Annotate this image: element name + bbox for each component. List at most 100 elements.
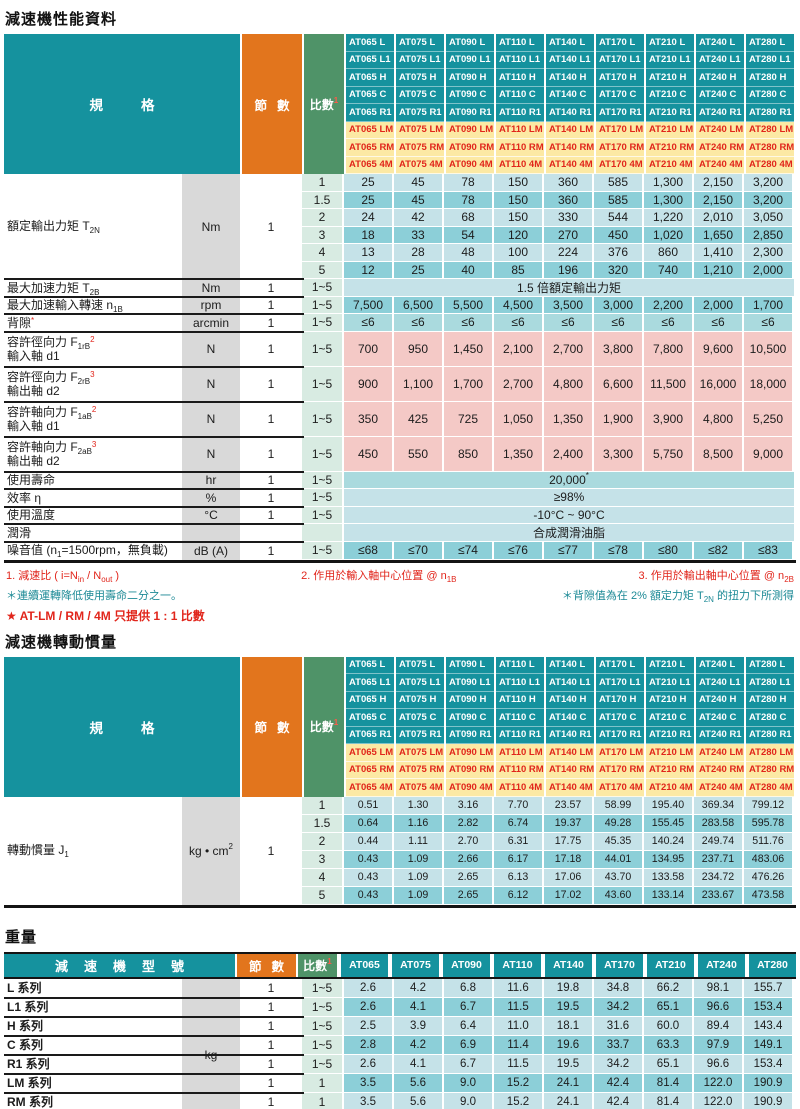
model-name: AT170 L1: [596, 51, 644, 69]
ratio-cell: 5: [302, 886, 344, 905]
model-name-m: AT090 4M: [446, 779, 494, 797]
value-cell: 740: [644, 261, 694, 279]
value-cell: 2,100: [494, 331, 544, 367]
star-note-2: ＊背隙值為在 2% 額定力矩 T2N 的扭力下所測得: [562, 587, 794, 604]
model-name: AT075 R1: [396, 104, 444, 122]
model-name: AT140 L1: [546, 51, 594, 69]
weight-table: 減速機型號 節數 比數 1 AT065 AT075 AT090 AT110 AT140 AT170…: [4, 951, 796, 1109]
ratio-header: 比數 1: [297, 953, 337, 977]
value-cell: 283.58: [694, 814, 744, 833]
model-name: AT090 L: [446, 34, 494, 52]
value-cell: 153.4: [744, 1054, 794, 1074]
model-name: AT280: [749, 953, 796, 977]
model-name: AT110 L1: [496, 674, 544, 692]
text-sub: 1aB: [77, 411, 92, 421]
value-cell: 34.2: [594, 1054, 644, 1074]
stage-count-cell: 1: [267, 1057, 275, 1071]
merged-value-cell: 20,000 *: [344, 471, 794, 489]
model-name-m: AT280 RM: [746, 761, 794, 779]
row-divider-line: [4, 435, 304, 438]
model-name-m: AT210 4M: [646, 156, 694, 174]
row-divider-line: [4, 313, 304, 315]
table-row: 噪音值 (n1=1500rpm，無負載) dB (A) 1 1~5 ≤68 ≤70 ≤74 ≤…: [4, 541, 796, 560]
value-cell: 0.43: [344, 850, 394, 869]
model-column-header: AT170 L AT170 L1 AT170 H AT170 C AT170 R1 AT1…: [596, 656, 644, 797]
text: / N: [84, 569, 102, 582]
value-cell: 350: [344, 401, 394, 437]
model-name: AT090: [443, 953, 490, 977]
value-cell: 2.70: [444, 832, 494, 851]
model-name: AT110 L: [496, 34, 544, 52]
value-cell: 233.67: [694, 886, 744, 905]
ratio-cell: 1~5: [302, 401, 344, 437]
model-name-m: AT210 RM: [646, 139, 694, 157]
row-divider-line: [4, 1015, 304, 1018]
model-name: AT090 H: [446, 69, 494, 87]
text: °C: [204, 508, 218, 523]
value-cell: 13: [344, 244, 394, 262]
text: ): [112, 569, 120, 582]
inertia-table: 規格 節數 比數 1 AT065 L AT065 L1 AT065 H AT065 C AT06…: [4, 656, 796, 908]
value-cell: 0.43: [344, 886, 394, 905]
table-row: 潤滑 合成潤滑油脂: [4, 524, 796, 543]
value-cell: 3,300: [594, 436, 644, 472]
row-divider-line: [4, 470, 304, 473]
text: dB (A): [193, 543, 228, 558]
value-cell: 68: [444, 209, 494, 227]
text-sup: 2: [228, 842, 233, 851]
value-cell: 12: [344, 261, 394, 279]
value-cell: ≤6: [594, 314, 644, 332]
model-name-m: AT075 LM: [396, 121, 444, 139]
ratio-row: 4 0.43 1.09 2.65 6.13 17.06 43.70 133.58 234.72 4…: [302, 868, 794, 887]
ratio-cell: 5: [302, 261, 344, 279]
unit-cell: dB (A): [182, 541, 240, 560]
value-cell: 133.58: [644, 868, 694, 887]
row-divider-line: [4, 295, 304, 298]
model-name: AT075 C: [396, 709, 444, 727]
text: 噪音值 (n: [7, 543, 58, 558]
row-label: 最大加速力矩 T2B: [4, 279, 182, 297]
value-cell: 196: [544, 261, 594, 279]
value-cell: 0.64: [344, 814, 394, 833]
model-column-header: AT110 L AT110 L1 AT110 H AT110 C AT110 R1 AT1…: [496, 656, 544, 797]
value-cell: 9.0: [444, 1073, 494, 1093]
text: 比數: [309, 97, 334, 112]
ratio-cell: 1~5: [302, 1035, 344, 1055]
unit-cell: [182, 1035, 240, 1055]
row-label: 容許軸向力 F2aB3 輸出軸 d2: [4, 437, 182, 472]
series-label: H 系列: [7, 1018, 44, 1033]
value-cell: 2.66: [444, 850, 494, 869]
text: 合成潤滑油脂: [532, 525, 605, 540]
unit-cell: N: [182, 366, 240, 402]
value-cell: 900: [344, 366, 394, 402]
model-column-header: AT065 L AT065 L1 AT065 H AT065 C AT065 R1 AT0…: [346, 34, 394, 174]
series-row: LM 系列 1 1 3.5 5.6 9.0 15.2 24.1 42.4 81.4 122.0 190…: [4, 1073, 796, 1094]
value-cell: 6.12: [494, 886, 544, 905]
row-divider-line: [4, 365, 304, 368]
value-cell: 190.9: [744, 1092, 794, 1109]
ratio-cell: 1~5: [302, 366, 344, 402]
value-cell: 150: [494, 209, 544, 227]
value-cell: 237.71: [694, 850, 744, 869]
model-name-m: AT210 LM: [646, 121, 694, 139]
text: 轉動慣量 J: [7, 843, 65, 858]
row-label-line1: 容許軸向力 F2aB3: [7, 440, 182, 456]
value-cell: 40: [444, 261, 494, 279]
model-name-m: AT090 4M: [446, 156, 494, 174]
model-name: AT110 H: [496, 691, 544, 709]
unit-cell: Nm: [182, 174, 240, 279]
text: 1.5 倍額定輸出力矩: [516, 280, 622, 295]
value-cell: 725: [444, 401, 494, 437]
model-name: AT210 H: [646, 69, 694, 87]
row-label-line1: 容許軸向力 F1aB2: [7, 405, 182, 421]
stage-count-cell: 1: [267, 490, 275, 505]
text-sub: 1rB: [77, 341, 91, 351]
model-name: AT140 H: [546, 691, 594, 709]
model-name: AT065 R1: [346, 726, 394, 744]
value-cell: 1.30: [394, 796, 444, 815]
value-cell: 483.06: [744, 850, 794, 869]
value-cell: 7,800: [644, 331, 694, 367]
row-label: 噪音值 (n1=1500rpm，無負載): [4, 542, 182, 560]
model-name: AT240 C: [696, 709, 744, 727]
ratio-header: 比數 1: [304, 34, 344, 174]
